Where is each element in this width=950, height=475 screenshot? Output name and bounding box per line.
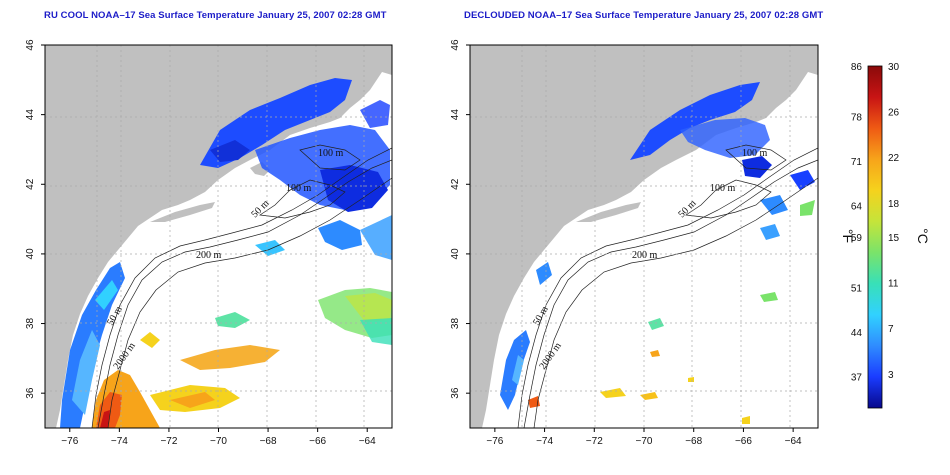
- lon-tick-label: −66: [735, 436, 752, 447]
- contour-label: 100 m: [742, 148, 768, 159]
- lon-tick-label: −64: [785, 436, 802, 447]
- sst-gulf-of-maine: [200, 78, 390, 212]
- contour-label: 100 m: [286, 183, 312, 194]
- celsius-tick-label: 3: [888, 370, 894, 381]
- sst-mid-atlantic-shelf: [500, 262, 552, 410]
- colorbar-ticks: 30 26 22 18 15 11 7 3 86 78 71 64 59 51 44 37: [851, 62, 900, 383]
- lon-tick-label: −70: [210, 436, 227, 447]
- bathymetry-contours: [517, 144, 818, 428]
- celsius-tick-label: 26: [888, 108, 900, 119]
- fahrenheit-tick-label: 86: [851, 62, 863, 73]
- celsius-tick-label: 30: [888, 62, 900, 73]
- lat-tick-label: 46: [450, 39, 461, 51]
- lon-tick-label: −76: [486, 436, 503, 447]
- celsius-tick-label: 18: [888, 199, 900, 210]
- sst-gulf-of-maine: [630, 82, 815, 240]
- grid-left: [45, 45, 392, 428]
- lon-tick-label: −68: [260, 436, 277, 447]
- axes-left: −76 −74 −72 −70 −68 −66 −64 36 38 40 42 44 46: [25, 39, 376, 447]
- lat-tick-label: 46: [25, 39, 36, 51]
- sst-shelf-patches: [255, 215, 392, 260]
- land-mass: [45, 45, 392, 428]
- celsius-tick-label: 15: [888, 233, 900, 244]
- lat-tick-label: 42: [450, 178, 461, 190]
- map-panel-right: 100 m 100 m 50 m 200 m 50 m 2000 m −76 −7…: [450, 39, 819, 447]
- map-title-left: RU COOL NOAA–17 Sea Surface Temperature …: [44, 10, 387, 21]
- lat-tick-label: 42: [25, 178, 36, 190]
- lat-tick-label: 44: [450, 109, 461, 121]
- contour-label: 100 m: [318, 148, 344, 159]
- sst-offshore-east: [318, 288, 392, 345]
- land-mass: [470, 45, 818, 428]
- colorbar-bar: [867, 65, 883, 409]
- axes-right: −76 −74 −72 −70 −68 −66 −64 36 38 40 42 44 46: [450, 39, 802, 447]
- fahrenheit-tick-label: 71: [851, 157, 863, 168]
- celsius-tick-label: 11: [888, 279, 899, 290]
- celsius-unit-label: °C: [915, 228, 931, 244]
- lat-tick-label: 36: [25, 387, 36, 399]
- land-long-island: [150, 202, 215, 222]
- map-panel-left: 100 m 100 m 50 m 200 m 50 m 2000 m −76 −7…: [25, 39, 393, 447]
- lon-tick-label: −66: [309, 436, 326, 447]
- fahrenheit-tick-label: 78: [851, 113, 863, 124]
- contour-label: 200 m: [632, 250, 658, 261]
- sst-small-patches: [528, 292, 778, 424]
- map-title-right: DECLOUDED NOAA–17 Sea Surface Temperatur…: [464, 10, 824, 21]
- lon-tick-label: −64: [359, 436, 376, 447]
- lat-tick-label: 36: [450, 387, 461, 399]
- lon-tick-label: −72: [160, 436, 177, 447]
- celsius-tick-label: 22: [888, 153, 900, 164]
- lon-tick-label: −76: [61, 436, 78, 447]
- lat-tick-label: 38: [25, 318, 36, 330]
- fahrenheit-tick-label: 44: [851, 328, 863, 339]
- fahrenheit-tick-label: 64: [851, 201, 863, 212]
- land-long-island: [576, 202, 641, 222]
- colorbar: 30 26 22 18 15 11 7 3 86 78 71 64 59 51 44 37 °F °C: [840, 62, 931, 409]
- celsius-tick-label: 7: [888, 324, 894, 335]
- contour-label: 200 m: [196, 250, 222, 261]
- grid-right: [470, 45, 818, 428]
- sst-gulf-stream-warm: [92, 312, 280, 428]
- lat-tick-label: 44: [25, 109, 36, 121]
- lon-tick-label: −72: [586, 436, 603, 447]
- fahrenheit-tick-label: 51: [851, 284, 863, 295]
- lon-tick-label: −68: [685, 436, 702, 447]
- lon-tick-label: −70: [636, 436, 653, 447]
- lat-tick-label: 38: [450, 318, 461, 330]
- lat-tick-label: 40: [450, 248, 461, 260]
- fahrenheit-tick-label: 37: [851, 372, 863, 383]
- fahrenheit-unit-label: °F: [840, 229, 856, 243]
- lon-tick-label: −74: [536, 436, 553, 447]
- sst-mid-atlantic-shelf: [60, 262, 125, 428]
- fahrenheit-tick-label: 59: [851, 233, 863, 244]
- contour-label: 100 m: [710, 183, 736, 194]
- lon-tick-label: −74: [111, 436, 128, 447]
- lat-tick-label: 40: [25, 248, 36, 260]
